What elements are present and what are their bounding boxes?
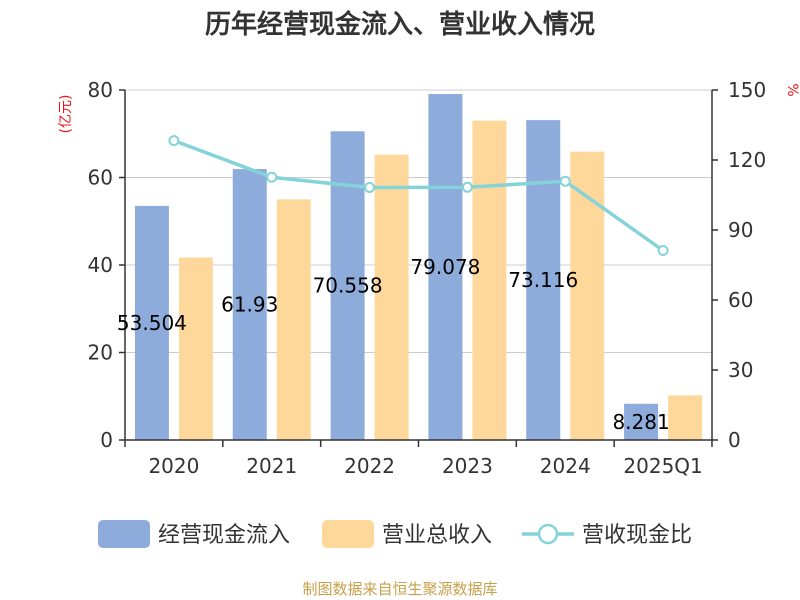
data-label-cash-inflow: 73.116 — [508, 268, 578, 292]
axes: 0 20 40 60 80 0 30 60 90 120 150 (亿元)% 2020 2021 2022 2… — [58, 78, 800, 478]
right-tick-label: 120 — [728, 148, 766, 172]
ratio-line-path — [173, 138, 665, 252]
bar-cash-inflow — [134, 205, 169, 440]
data-label-cash-inflow: 8.281 — [612, 410, 669, 434]
bar-revenue — [178, 257, 213, 440]
x-tick-label: 2025Q1 — [623, 454, 702, 478]
source-note: 制图数据来自恒生聚源数据库 — [302, 580, 497, 598]
x-tick-label: 2020 — [148, 454, 199, 478]
left-tick-label: 40 — [88, 253, 113, 277]
left-tick-label: 0 — [100, 428, 113, 452]
data-labels: 53.504 61.93 70.558 79.078 73.116 8.281 — [117, 255, 670, 434]
legend-swatch-revenue — [322, 520, 374, 548]
chart-title: 历年经营现金流入、营业收入情况 — [205, 9, 595, 40]
bar-revenue — [472, 120, 507, 440]
bar-revenue — [668, 395, 703, 440]
data-label-cash-inflow: 70.558 — [313, 274, 383, 298]
bar-cash-inflow — [428, 94, 463, 440]
right-tick-label: 0 — [728, 428, 741, 452]
right-axis-unit: % — [784, 83, 800, 96]
bars — [134, 94, 703, 441]
data-label-cash-inflow: 79.078 — [410, 255, 480, 279]
bar-revenue — [276, 199, 311, 440]
ratio-point — [461, 181, 473, 193]
left-tick-label: 20 — [88, 341, 113, 365]
data-label-cash-inflow: 53.504 — [117, 311, 187, 335]
ratio-point — [266, 171, 278, 183]
ratio-point — [364, 182, 376, 194]
ratio-point — [657, 245, 669, 257]
right-tick-label: 90 — [728, 218, 753, 242]
left-axis-unit: (亿元) — [58, 95, 74, 134]
x-tick-label: 2022 — [344, 454, 395, 478]
legend-marker-ratio — [537, 523, 559, 545]
legend-label-revenue: 营业总收入 — [382, 523, 492, 548]
ratio-point — [168, 135, 180, 147]
right-tick-label: 150 — [728, 78, 766, 102]
bar-cash-inflow — [232, 169, 267, 440]
ratio-line — [168, 135, 669, 257]
legend-label-ratio: 营收现金比 — [582, 523, 692, 548]
right-tick-label: 60 — [728, 288, 753, 312]
grid — [125, 89, 712, 353]
bar-revenue — [374, 154, 409, 440]
data-label-cash-inflow: 61.93 — [221, 293, 278, 317]
bar-cash-inflow — [526, 120, 561, 441]
legend-swatch-cash-inflow — [98, 520, 150, 548]
legend: 经营现金流入 营业总收入 营收现金比 — [98, 520, 692, 548]
x-tick-label: 2021 — [246, 454, 297, 478]
right-tick-label: 30 — [728, 358, 753, 382]
bar-revenue — [570, 151, 605, 440]
x-tick-label: 2023 — [442, 454, 493, 478]
left-tick-label: 60 — [88, 166, 113, 190]
bar-cash-inflow — [624, 403, 659, 440]
ratio-point — [559, 175, 571, 187]
legend-label-cash-inflow: 经营现金流入 — [158, 523, 290, 548]
x-tick-label: 2024 — [540, 454, 591, 478]
left-tick-label: 80 — [88, 78, 113, 102]
